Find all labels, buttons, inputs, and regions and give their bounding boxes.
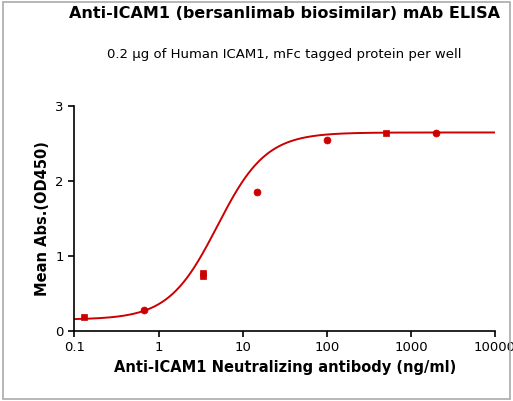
Y-axis label: Mean Abs.(OD450): Mean Abs.(OD450)	[35, 141, 50, 296]
Text: Anti-ICAM1 (bersanlimab biosimilar) mAb ELISA: Anti-ICAM1 (bersanlimab biosimilar) mAb …	[69, 6, 500, 21]
Text: 0.2 μg of Human ICAM1, mFc tagged protein per well: 0.2 μg of Human ICAM1, mFc tagged protei…	[107, 48, 462, 61]
X-axis label: Anti-ICAM1 Neutralizing antibody (ng/ml): Anti-ICAM1 Neutralizing antibody (ng/ml)	[113, 360, 456, 375]
